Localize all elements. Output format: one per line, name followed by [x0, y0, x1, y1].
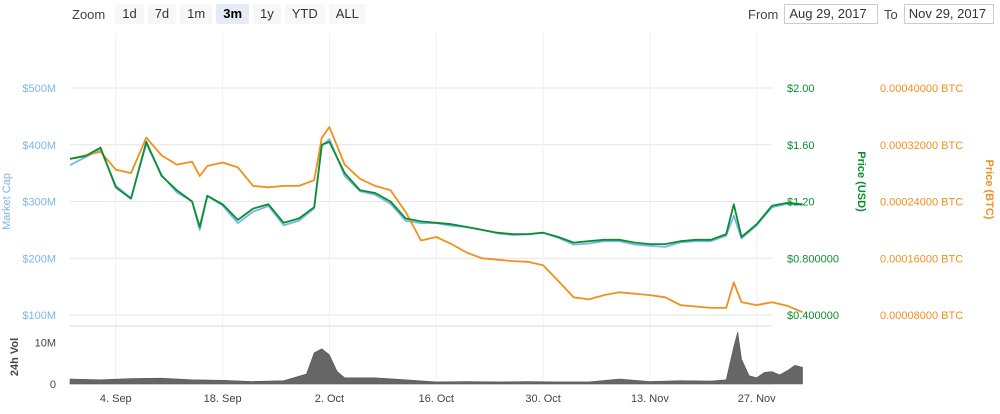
volume-tick-label: 10M: [35, 337, 56, 349]
price-usd-axis-title: Price (USD): [855, 151, 867, 212]
zoom-button-1y[interactable]: 1y: [253, 4, 281, 24]
market-cap-axis-title: Market Cap: [1, 173, 13, 230]
zoom-button-1m[interactable]: 1m: [180, 4, 213, 24]
date-range-to: To Nov 29, 2017: [884, 4, 994, 24]
zoom-button-3m[interactable]: 3m: [216, 4, 250, 24]
volume-area: [69, 332, 803, 385]
from-label: From: [748, 6, 779, 22]
to-date-input[interactable]: Nov 29, 2017: [903, 4, 994, 24]
x-tick-label: 13. Nov: [631, 393, 669, 405]
price-usd-tick-label: $0.400000: [787, 310, 839, 322]
x-tick-label: 2. Oct: [315, 393, 344, 405]
price-usd-tick-label: $1.20: [787, 197, 815, 209]
price-btc-tick-label: 0.00024000 BTC: [880, 197, 963, 209]
axis-layer: $100M $200M $300M $400M $500M Market Cap $0.40…: [1, 83, 995, 405]
series-line-price-btc: [69, 126, 803, 314]
volume-axis-title: 24h Vol: [9, 338, 21, 376]
market-cap-tick-label: $300M: [22, 197, 56, 209]
x-tick-label: 16. Oct: [419, 393, 454, 405]
volume-tick-label: 0: [50, 379, 56, 391]
price-usd-tick-label: $0.800000: [787, 253, 839, 265]
x-tick-label: 18. Sep: [204, 393, 242, 405]
zoom-toolbar: Zoom 1d 7d 1m 3m 1y YTD ALL: [72, 4, 366, 24]
volume-panel: [69, 332, 803, 385]
x-tick-label: 30. Oct: [525, 393, 560, 405]
series-layer: [69, 126, 803, 314]
price-usd-tick-label: $1.60: [787, 140, 815, 152]
date-range-from: From Aug 29, 2017: [748, 4, 879, 24]
zoom-button-ytd[interactable]: YTD: [284, 4, 325, 24]
price-btc-tick-label: 0.00008000 BTC: [880, 310, 963, 322]
zoom-label: Zoom: [72, 6, 106, 22]
from-date-input[interactable]: Aug 29, 2017: [784, 4, 879, 24]
market-cap-tick-label: $200M: [22, 253, 56, 265]
x-tick-label: 4. Sep: [100, 393, 132, 405]
market-cap-tick-label: $100M: [22, 310, 56, 322]
series-line-price-usd: [69, 141, 803, 245]
zoom-button-7d[interactable]: 7d: [147, 4, 177, 24]
to-label: To: [884, 6, 898, 22]
price-btc-axis-title: Price (BTC): [983, 160, 995, 220]
grid-lines: [70, 33, 772, 385]
x-tick-label: 27. Nov: [738, 393, 776, 405]
price-btc-tick-label: 0.00040000 BTC: [880, 83, 963, 95]
price-btc-tick-label: 0.00032000 BTC: [880, 140, 963, 152]
zoom-button-all[interactable]: ALL: [328, 4, 366, 24]
price-usd-tick-label: $2.00: [787, 83, 815, 95]
price-btc-tick-label: 0.00016000 BTC: [880, 253, 963, 265]
market-cap-tick-label: $400M: [22, 140, 56, 152]
zoom-button-1d[interactable]: 1d: [115, 4, 144, 24]
market-cap-tick-label: $500M: [22, 83, 56, 95]
